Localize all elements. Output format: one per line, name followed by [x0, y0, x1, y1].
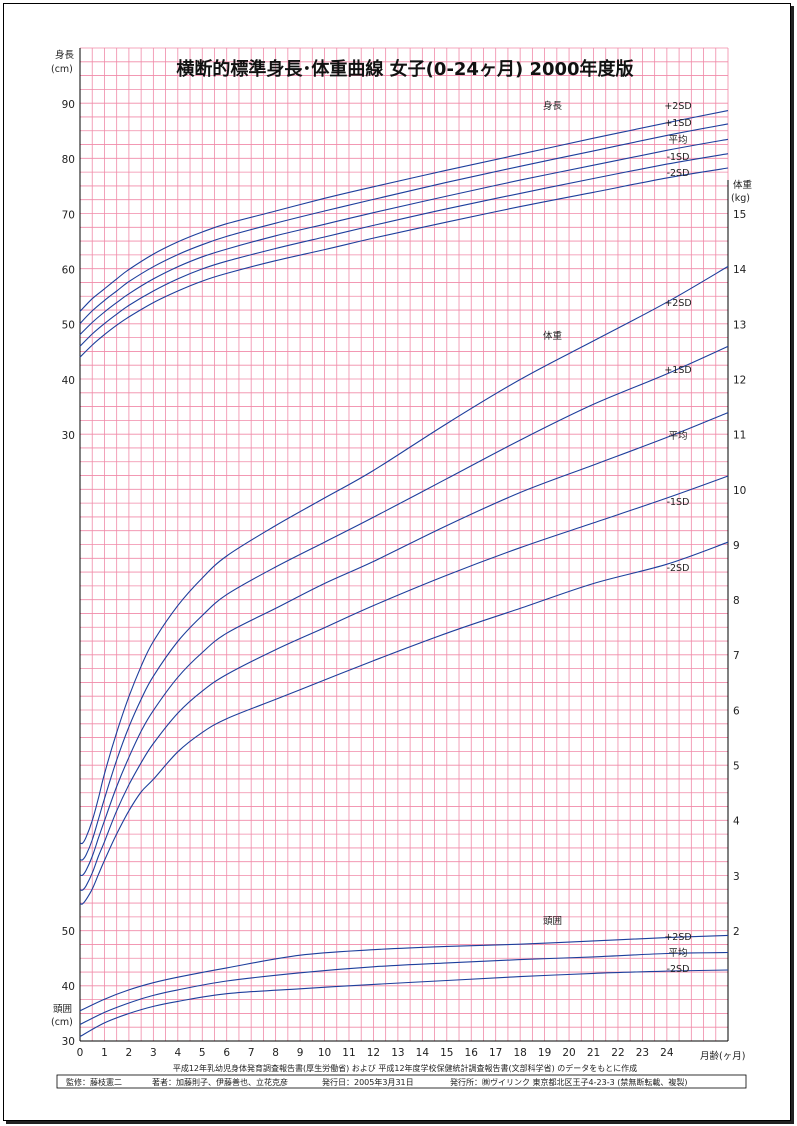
x-tick-label: 2 [126, 1047, 133, 1059]
x-tick-label: 19 [538, 1047, 551, 1059]
体重-y-tick: 8 [733, 595, 740, 607]
体重-y-tick: 11 [733, 430, 746, 442]
x-tick-label: 23 [636, 1047, 649, 1059]
x-axis-label: 月齢(ヶ月) [700, 1050, 745, 1062]
身長-panel-label: 身長 [543, 100, 563, 112]
身長-y-tick: 90 [62, 99, 75, 111]
体重-curve-平均 [79, 412, 729, 877]
footer-box [56, 1074, 747, 1089]
page-frame [3, 3, 791, 1121]
体重-curve-+2SD [79, 265, 729, 845]
身長-curve--2SD [79, 167, 729, 358]
体重-series-label: -2SD [667, 563, 690, 574]
head-axis-unit: (cm) [51, 1017, 73, 1028]
x-tick-label: 13 [391, 1047, 404, 1059]
footer-authors: 著者：加藤則子、伊藤善也、立花克彦 [152, 1077, 288, 1087]
頭囲-y-tick: 30 [62, 1036, 75, 1048]
weight-axis-unit: (kg) [731, 193, 750, 204]
頭囲-series-label: +2SD [664, 932, 691, 943]
x-tick-label: 14 [416, 1047, 430, 1059]
身長-y-tick: 60 [62, 265, 75, 277]
体重-y-tick: 4 [733, 816, 740, 828]
x-tick-label: 7 [248, 1047, 255, 1059]
身長-y-tick: 80 [62, 154, 75, 166]
身長-series-label: +1SD [664, 118, 691, 129]
体重-y-tick: 2 [733, 926, 740, 938]
体重-y-tick: 9 [733, 540, 740, 552]
体重-series-label: 平均 [668, 430, 687, 442]
頭囲-series-label: 平均 [668, 947, 687, 959]
体重-y-tick: 10 [733, 485, 746, 497]
chart-grid [79, 47, 729, 1042]
身長-series-label: -2SD [667, 168, 690, 179]
頭囲-curve--2SD [79, 969, 729, 1038]
x-tick-label: 8 [272, 1047, 279, 1059]
身長-y-tick: 70 [62, 209, 75, 221]
身長-y-tick: 30 [62, 430, 75, 442]
chart-title: 横断的標準身長･体重曲線 女子(0-24ヶ月) 2000年度版 [176, 58, 633, 80]
身長-series-label: -1SD [667, 152, 690, 163]
体重-y-tick: 13 [733, 319, 746, 331]
length-axis-unit: (cm) [51, 64, 73, 75]
x-tick-label: 21 [587, 1047, 600, 1059]
体重-y-tick: 6 [733, 705, 740, 717]
x-tick-label: 1 [101, 1047, 108, 1059]
x-tick-label: 5 [199, 1047, 206, 1059]
体重-y-tick: 3 [733, 871, 740, 883]
x-tick-label: 3 [150, 1047, 157, 1059]
体重-series-label: +2SD [664, 298, 691, 309]
footer-supervisor: 監修：藤枝憲二 [66, 1077, 122, 1087]
体重-curve--2SD [79, 541, 729, 905]
身長-y-tick: 40 [62, 375, 75, 387]
身長-series-label: 平均 [668, 134, 687, 146]
頭囲-series-label: -2SD [667, 964, 690, 975]
頭囲-y-tick: 50 [62, 926, 75, 938]
身長-y-tick: 50 [62, 320, 75, 332]
x-tick-label: 20 [562, 1047, 575, 1059]
footer-source: 平成12年乳幼児身体発育調査報告書(厚生労働省) および 平成12年度学校保健統… [173, 1063, 637, 1073]
x-tick-label: 15 [440, 1047, 453, 1059]
体重-y-tick: 7 [733, 650, 740, 662]
x-tick-label: 6 [223, 1047, 230, 1059]
身長-curve-+1SD [79, 123, 729, 324]
身長-series-label: +2SD [664, 101, 691, 112]
体重-curve-+1SD [79, 345, 729, 861]
体重-curve--1SD [79, 475, 729, 891]
footer-date: 発行日：2005年3月31日 [322, 1077, 414, 1087]
x-tick-label: 24 [660, 1047, 674, 1059]
head-axis-label: 頭囲 [53, 1004, 72, 1015]
x-tick-label: 11 [342, 1047, 355, 1059]
頭囲-panel-label: 頭囲 [543, 916, 562, 927]
頭囲-curve-+2SD [79, 934, 729, 1012]
体重-series-label: +1SD [664, 365, 691, 376]
頭囲-y-tick: 40 [62, 981, 75, 993]
chart-labels: 0 1 2 3 4 5 6 7 8 9 10 11 12 13 14 15 16 17 18 19 20 21 22 23 24… [62, 99, 747, 1059]
身長-curve-+2SD [79, 110, 729, 312]
x-tick-label: 22 [611, 1047, 624, 1059]
x-tick-label: 12 [367, 1047, 380, 1059]
頭囲-curve-平均 [79, 951, 729, 1025]
体重-panel-label: 体重 [543, 330, 563, 342]
x-tick-label: 17 [489, 1047, 502, 1059]
体重-y-tick: 5 [733, 761, 740, 773]
length-axis-label: 身長 [55, 49, 75, 61]
chart-curves [79, 110, 729, 1038]
footer-publisher: 発行所：㈱ヴイリンク 東京都北区王子4-23-3 (禁無断転載、複製) [450, 1077, 687, 1087]
x-tick-label: 18 [513, 1047, 526, 1059]
x-tick-label: 10 [318, 1047, 331, 1059]
x-tick-label: 0 [77, 1047, 84, 1059]
体重-series-label: -1SD [667, 497, 690, 508]
体重-y-tick: 14 [733, 264, 747, 276]
身長-curve--1SD [79, 153, 729, 347]
身長-curve-平均 [79, 138, 729, 335]
体重-y-tick: 12 [733, 374, 746, 386]
体重-y-tick: 15 [733, 209, 746, 221]
x-tick-label: 9 [297, 1047, 304, 1059]
x-tick-label: 4 [174, 1047, 181, 1059]
weight-axis-label: 体重 [733, 179, 753, 191]
x-tick-label: 16 [465, 1047, 479, 1059]
